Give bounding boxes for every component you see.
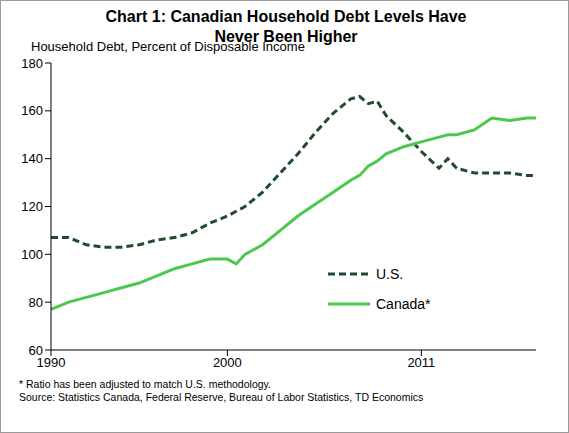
html-text:Household Debt, Percent of Dis: Household Debt, Percent of Disposable In…	[31, 39, 305, 54]
html-text:Canada*: Canada*	[376, 296, 431, 312]
svg-text:140: 140	[21, 151, 43, 166]
svg-text:60: 60	[29, 343, 43, 358]
svg-text:2011: 2011	[407, 355, 435, 370]
svg-text:180: 180	[21, 56, 43, 71]
html-text:* Ratio has been adjusted to m: * Ratio has been adjusted to match U.S. …	[19, 378, 271, 390]
svg-text:120: 120	[21, 199, 43, 214]
html-text:Chart 1: Canadian Household De: Chart 1: Canadian Household Debt Levels …	[105, 8, 467, 45]
svg-text:1990: 1990	[36, 355, 66, 371]
svg-text:160: 160	[21, 103, 43, 118]
html-text:Source: Statistics Canada, Fed: Source: Statistics Canada, Federal Reser…	[19, 391, 424, 403]
svg-text:80: 80	[29, 295, 43, 310]
html-text:U.S.: U.S.	[376, 266, 404, 282]
svg-text:100: 100	[21, 247, 43, 262]
svg-text:2000: 2000	[213, 355, 242, 370]
